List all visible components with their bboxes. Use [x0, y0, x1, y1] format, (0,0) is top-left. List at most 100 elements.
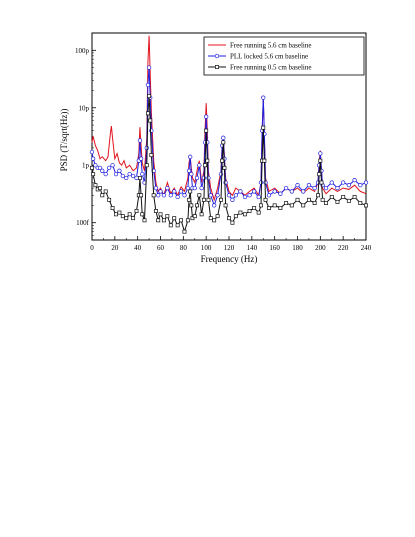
x-tick-label: 60: [157, 244, 165, 252]
data-point: [189, 203, 194, 208]
data-point: [188, 154, 193, 159]
data-point: [113, 171, 119, 177]
data-point: [222, 165, 227, 170]
data-point: [195, 203, 199, 208]
data-point: [186, 168, 192, 173]
data-point: [283, 185, 289, 191]
data-point: [230, 220, 235, 225]
data-point: [185, 185, 191, 191]
x-tick-label: 160: [269, 244, 280, 252]
data-point: [238, 189, 243, 194]
series-1: [91, 35, 367, 202]
data-point: [335, 199, 340, 204]
data-point: [90, 165, 94, 170]
data-point: [137, 138, 143, 143]
data-point: [114, 212, 118, 217]
data-point: [346, 198, 351, 203]
data-point: [261, 125, 266, 130]
data-point: [319, 180, 324, 185]
data-point: [306, 197, 311, 202]
data-point: [130, 173, 136, 179]
x-tick-label: 120: [224, 244, 235, 252]
data-point: [263, 197, 268, 202]
data-point: [243, 212, 247, 217]
data-point: [165, 214, 170, 219]
x-tick-label: 180: [292, 244, 303, 252]
data-point: [346, 183, 352, 188]
data-point: [138, 176, 142, 180]
data-point: [103, 189, 108, 194]
data-point: [221, 135, 226, 140]
data-point: [165, 185, 170, 191]
data-point: [205, 158, 210, 163]
data-point: [93, 183, 98, 188]
data-point: [179, 218, 183, 223]
series-group: [89, 35, 369, 234]
data-point: [201, 197, 206, 202]
data-point: [89, 149, 95, 155]
data-point: [103, 171, 108, 177]
data-point: [182, 229, 187, 234]
data-point: [204, 128, 209, 133]
data-point: [131, 216, 136, 221]
data-point: [352, 195, 357, 199]
data-point: [267, 206, 271, 210]
data-point: [212, 203, 217, 208]
data-point: [98, 186, 102, 191]
data-point: [266, 193, 272, 198]
data-point: [93, 163, 98, 168]
data-point: [192, 214, 197, 219]
data-point: [145, 82, 151, 88]
data-point: [358, 201, 363, 205]
data-point: [335, 185, 340, 191]
data-point: [148, 118, 153, 123]
data-point: [230, 197, 235, 202]
data-point: [341, 180, 346, 185]
data-point: [100, 168, 105, 173]
data-point: [194, 175, 200, 181]
data-point: [190, 216, 195, 221]
data-point: [158, 212, 163, 217]
series-line: [91, 95, 367, 234]
x-tick-label: 240: [361, 244, 372, 252]
data-point: [178, 189, 184, 194]
data-point: [172, 216, 177, 221]
x-axis: 0 20 40 60 80 100 120 140 160 180 200 220 240: [90, 236, 372, 252]
x-axis-label: Frequency (Hz): [201, 254, 258, 264]
legend-box: [203, 36, 365, 76]
data-point: [175, 194, 180, 200]
data-point: [117, 168, 122, 173]
data-point: [329, 180, 334, 185]
data-point: [242, 194, 248, 200]
data-point: [221, 140, 226, 145]
data-point: [352, 178, 357, 183]
legend-label: PLL locked 5.6 cm baseline: [230, 53, 308, 61]
data-point: [256, 210, 261, 215]
data-point: [212, 218, 217, 223]
data-point: [316, 193, 321, 198]
legend-label: Free running 0.5 cm baseline: [230, 64, 311, 72]
data-point: [324, 201, 328, 205]
data-point: [320, 197, 325, 202]
data-point: [97, 165, 103, 171]
legend-marker: [215, 65, 219, 69]
x-tick-label: 200: [315, 244, 326, 252]
data-point: [258, 180, 264, 185]
data-point: [110, 163, 115, 168]
data-point: [110, 206, 115, 210]
data-point: [156, 193, 161, 198]
data-point: [319, 168, 324, 173]
data-point: [284, 201, 289, 205]
data-point: [252, 206, 257, 210]
data-point: [187, 197, 191, 202]
data-point: [139, 193, 144, 198]
data-point: [134, 209, 139, 213]
data-point: [208, 193, 213, 198]
data-point: [147, 94, 152, 98]
data-point: [127, 171, 132, 177]
data-point: [233, 193, 239, 198]
data-point: [318, 151, 323, 156]
data-point: [215, 214, 220, 219]
data-point: [247, 193, 252, 198]
data-point: [278, 206, 283, 210]
